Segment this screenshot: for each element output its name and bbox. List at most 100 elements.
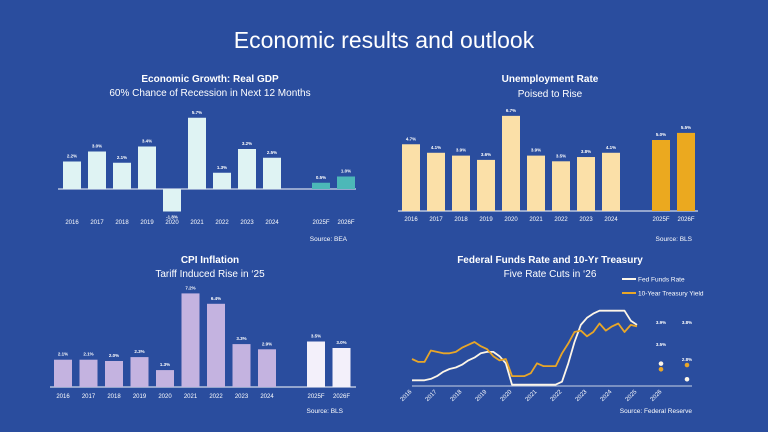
unemp-data-label: 5.5% <box>681 125 691 130</box>
legend-label-fed-funds: Fed Funds Rate <box>638 277 685 284</box>
forecast-dot-treasury-2025F <box>658 367 664 372</box>
rates-line-fed-funds <box>412 309 638 386</box>
forecast-label: 3.8% <box>682 320 692 325</box>
cpi-data-label: 3.3% <box>236 336 246 341</box>
unemp-bar-2016 <box>402 144 420 211</box>
cpi-bar-2019 <box>130 357 149 387</box>
cpi-tick-label: 2019 <box>133 394 147 400</box>
unemp-data-label: 3.6% <box>481 152 491 157</box>
unemp-bar-2019 <box>477 159 495 211</box>
gdp-data-label: 0.5% <box>316 175 326 180</box>
rates-source: Source: Federal Reserve <box>620 408 693 415</box>
legend-label-treasury: 10-Year Treasury Yield <box>638 291 704 298</box>
cpi-bar-2018 <box>105 361 123 387</box>
cpi-data-label: 2.9% <box>262 341 272 346</box>
gdp-bar-2017 <box>88 151 106 189</box>
gdp-tick-label: 2019 <box>140 220 154 226</box>
unemp-bar-2023 <box>577 157 595 211</box>
rates-line-treasury <box>411 322 638 378</box>
gdp-bar-2018 <box>113 162 131 189</box>
gdp-bar-2025F <box>312 182 330 189</box>
unemp-data-label: 3.5% <box>556 153 566 158</box>
unemployment-title: Unemployment Rate <box>502 74 599 85</box>
gdp-data-label: 2.2% <box>67 154 77 159</box>
gdp-tick-label: 2021 <box>190 220 204 226</box>
unemp-bar-2024 <box>602 152 620 211</box>
unemp-tick-label: 2021 <box>529 217 543 223</box>
unemp-tick-label: 2022 <box>554 217 568 223</box>
gdp-data-label: 2.5% <box>267 150 277 155</box>
cpi-chart: CPI Inflation Tariff Induced Rise in ‘25… <box>50 255 356 415</box>
gdp-bar-2026F <box>337 176 355 189</box>
gdp-subtitle: 60% Chance of Recession in Next 12 Month… <box>109 88 310 99</box>
unemployment-subtitle: Poised to Rise <box>518 89 583 100</box>
forecast-label: 3.5% <box>656 342 666 347</box>
cpi-tick-label: 2021 <box>184 394 198 400</box>
forecast-dot-fed-funds-2025F <box>658 361 664 366</box>
unemp-data-label: 3.9% <box>456 148 466 153</box>
cpi-bar-2020 <box>156 370 174 387</box>
gdp-tick-label: 2024 <box>265 220 279 226</box>
unemployment-source: Source: BLS <box>656 236 693 243</box>
unemp-tick-label: 2020 <box>504 217 518 223</box>
cpi-tick-label: 2026F <box>333 394 350 400</box>
forecast-label: 2.8% <box>682 357 692 362</box>
gdp-bar-2022 <box>213 172 231 189</box>
unemp-data-label: 4.7% <box>406 136 416 141</box>
cpi-tick-label: 2017 <box>82 394 96 400</box>
gdp-data-label: 2.1% <box>117 155 127 160</box>
gdp-data-label: 5.7% <box>192 110 202 115</box>
gdp-bar-2019 <box>138 146 156 189</box>
cpi-bar-2026F <box>332 348 351 387</box>
gdp-tick-label: 2016 <box>65 220 79 226</box>
cpi-tick-label: 2022 <box>209 394 223 400</box>
gdp-tick-label: 2020 <box>165 220 179 226</box>
gdp-chart: Economic Growth: Real GDP 60% Chance of … <box>58 74 356 243</box>
cpi-title: CPI Inflation <box>181 255 239 266</box>
unemp-bar-2026F <box>677 132 695 211</box>
gdp-bar-2023 <box>238 149 256 189</box>
cpi-tick-label: 2025F <box>307 394 324 400</box>
cpi-bar-2017 <box>79 359 98 387</box>
cpi-data-label: 7.2% <box>185 285 195 290</box>
cpi-tick-label: 2016 <box>56 394 70 400</box>
cpi-data-label: 2.3% <box>134 349 144 354</box>
unemp-tick-label: 2018 <box>454 217 468 223</box>
unemp-data-label: 3.9% <box>531 148 541 153</box>
cpi-bar-2022 <box>207 303 225 387</box>
cpi-tick-label: 2024 <box>260 394 274 400</box>
unemp-data-label: 3.8% <box>581 149 591 154</box>
unemp-tick-label: 2017 <box>429 217 443 223</box>
unemp-bar-2017 <box>427 152 445 211</box>
unemp-data-label: 4.1% <box>431 145 441 150</box>
unemp-data-label: 6.7% <box>506 108 516 113</box>
gdp-bar-2021 <box>188 117 206 189</box>
gdp-bar-2024 <box>263 157 281 189</box>
gdp-data-label: 3.2% <box>242 141 252 146</box>
gdp-tick-label: 2017 <box>90 220 104 226</box>
gdp-tick-label: 2025F <box>312 220 329 226</box>
gdp-source: Source: BEA <box>310 236 348 243</box>
cpi-bar-2024 <box>258 349 276 387</box>
cpi-tick-label: 2023 <box>235 394 249 400</box>
cpi-bar-2021 <box>181 293 200 387</box>
gdp-data-label: 3.4% <box>142 139 152 144</box>
gdp-bar-2020 <box>163 189 181 212</box>
unemp-tick-label: 2023 <box>579 217 593 223</box>
cpi-data-label: 3.0% <box>336 340 346 345</box>
gdp-tick-label: 2023 <box>240 220 254 226</box>
cpi-tick-label: 2018 <box>107 394 121 400</box>
unemp-bar-2025F <box>652 140 670 211</box>
cpi-source: Source: BLS <box>307 408 344 415</box>
gdp-bar-2016 <box>63 161 81 189</box>
unemp-data-label: 4.1% <box>606 145 616 150</box>
unemp-tick-label: 2016 <box>404 217 418 223</box>
cpi-data-label: 2.1% <box>83 352 93 357</box>
cpi-data-label: 2.0% <box>109 353 119 358</box>
gdp-data-label: 1.3% <box>217 165 227 170</box>
unemp-tick-label: 2025F <box>652 217 669 223</box>
unemp-bar-2020 <box>502 115 520 211</box>
legend: Fed Funds Rate 10-Year Treasury Yield <box>622 277 704 298</box>
